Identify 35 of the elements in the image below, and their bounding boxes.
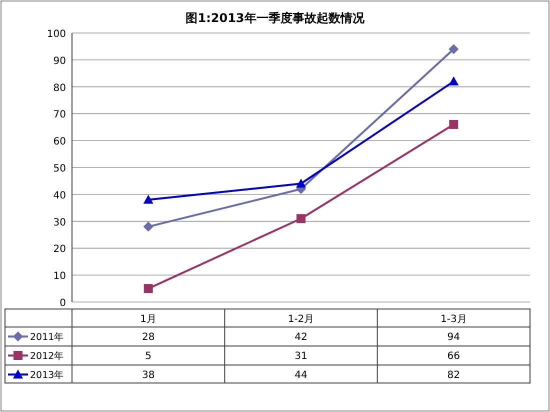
point	[143, 222, 154, 232]
x-tick-label: 1-2月	[288, 314, 314, 325]
point	[143, 194, 154, 204]
point	[448, 76, 459, 86]
data-label: 94	[447, 332, 460, 343]
data-label: 31	[294, 351, 308, 362]
y-tick-label: 60	[53, 136, 66, 148]
y-tick-label: 100	[46, 29, 66, 40]
data-label: 5	[145, 351, 152, 362]
y-tick-label: 20	[53, 244, 66, 256]
data-label: 42	[294, 332, 308, 343]
data-label: 44	[294, 370, 308, 381]
legend-label: 2012年	[30, 350, 64, 362]
y-tick-label: 30	[53, 217, 66, 228]
point	[296, 214, 306, 224]
x-tick-label: 1月	[140, 314, 157, 325]
y-tick-label: 80	[53, 82, 66, 94]
x-tick-label: 1-3月	[440, 314, 467, 325]
chart-title: 图1:2013年一季度事故起数情况	[186, 11, 366, 25]
y-tick-label: 70	[53, 110, 66, 121]
point	[449, 120, 458, 129]
legend-label: 2013年	[30, 369, 64, 381]
y-tick-label: 0	[60, 298, 66, 309]
data-label: 66	[447, 351, 460, 362]
y-tick-label: 50	[53, 164, 66, 174]
y-tick-label: 40	[53, 190, 66, 202]
data-label: 38	[142, 370, 155, 381]
point	[144, 284, 153, 294]
y-tick-label: 90	[53, 56, 66, 67]
legend-label: 2011年	[30, 331, 64, 343]
y-tick-label: 10	[53, 271, 66, 282]
point	[448, 44, 459, 54]
data-label: 28	[142, 332, 155, 343]
point	[296, 178, 306, 188]
data-label: 82	[447, 370, 460, 381]
